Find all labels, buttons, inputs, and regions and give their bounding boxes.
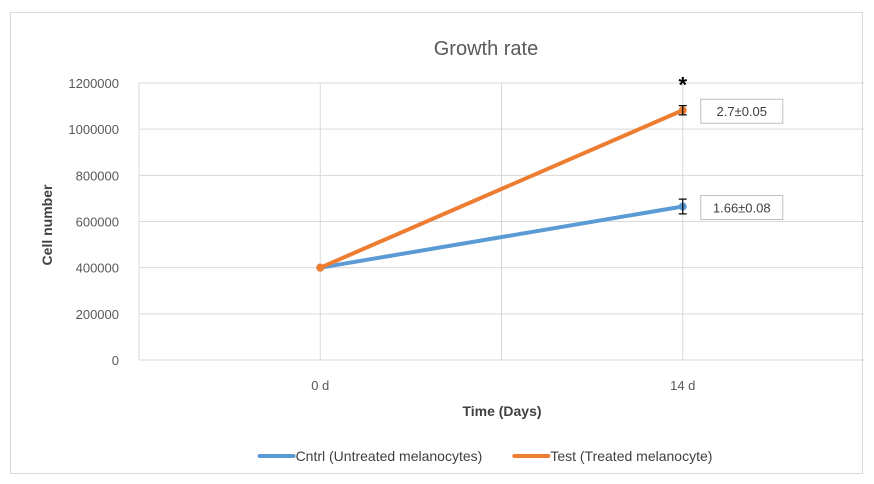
- y-tick-label: 1000000: [68, 122, 119, 137]
- y-axis-ticks: 0 200000 400000 600000 800000 1000000 1200000: [68, 76, 119, 368]
- annotation-label: 2.7±0.05: [716, 104, 767, 119]
- annotations: 1.66±0.08 2.7±0.05 *: [678, 73, 784, 220]
- chart-frame: Growth rate 0 200000 400000 600000 800000 100…: [10, 12, 864, 474]
- annotation-box: [700, 194, 784, 220]
- series-lines: [316, 105, 687, 272]
- legend-label: Cntrl (Untreated melanocytes): [296, 448, 483, 464]
- legend-label: Test (Treated melanocyte): [550, 448, 712, 464]
- data-point: [316, 263, 325, 272]
- y-tick-label: 0: [112, 353, 119, 368]
- legend: Cntrl (Untreated melanocytes) Test (Treat…: [257, 448, 712, 464]
- annotation-box: [700, 98, 784, 124]
- series-line: [318, 108, 685, 270]
- gridlines: [138, 82, 864, 361]
- y-axis-title: Cell number: [39, 184, 55, 265]
- x-axis-ticks: 0 d 14 d: [311, 378, 695, 393]
- y-tick-label: 400000: [76, 261, 119, 276]
- y-tick-label: 200000: [76, 307, 119, 322]
- y-tick-label: 800000: [76, 168, 119, 183]
- y-tick-label: 600000: [76, 215, 119, 230]
- chart-title: Growth rate: [434, 38, 538, 60]
- series-line: [318, 204, 685, 270]
- x-tick-label: 0 d: [311, 378, 329, 393]
- x-tick-label: 14 d: [670, 378, 695, 393]
- y-tick-label: 1200000: [68, 76, 119, 91]
- growth-rate-chart: Growth rate 0 200000 400000 600000 800000 100…: [39, 38, 864, 464]
- x-axis-title: Time (Days): [462, 403, 541, 419]
- significance-marker: *: [678, 73, 687, 98]
- annotation-label: 1.66±0.08: [713, 200, 771, 215]
